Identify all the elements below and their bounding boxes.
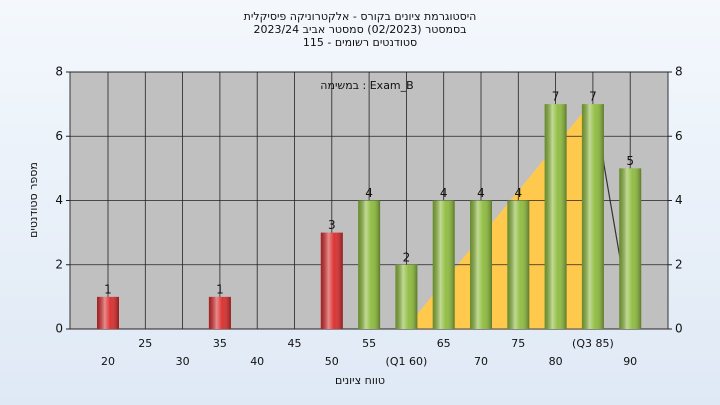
bars: 1 1 3 4 2 4 4 4 7 7 5	[97, 90, 642, 329]
x-tick-label: 90	[623, 355, 637, 368]
bar-shine	[507, 200, 530, 329]
x-tick-label: 35	[213, 337, 227, 350]
x-tick-label: 45	[288, 337, 302, 350]
x-tick-label: 55	[362, 337, 376, 350]
x-tick-label: 25	[138, 337, 152, 350]
data-label: 7	[589, 90, 597, 104]
y-tick-label: 8	[55, 65, 63, 79]
y-tick-label: 4	[55, 193, 63, 207]
y2-tick-label: 4	[675, 193, 683, 207]
bar-shine	[432, 200, 455, 329]
data-label: 5	[626, 154, 634, 168]
bar-shine	[208, 296, 231, 329]
data-label: 4	[365, 186, 373, 200]
data-label: 3	[328, 218, 336, 232]
x-tick-label: 40	[250, 355, 264, 368]
y-tick-label: 2	[55, 257, 63, 271]
bar-shine	[544, 104, 567, 329]
x-tick-label: 30	[176, 355, 190, 368]
bar-shine	[581, 104, 604, 329]
chart-title: היסטוגרמת ציונים בקורס - אלקטרוניקה פיסי…	[244, 10, 477, 23]
x-tick-label: 75	[511, 337, 525, 350]
bar-shine	[395, 264, 418, 329]
bar-shine	[97, 296, 119, 329]
data-label: 4	[477, 186, 485, 200]
annotation: במשימה : Exam_B	[320, 79, 413, 92]
y2-tick-label: 0	[675, 322, 683, 336]
y-tick-label: 0	[55, 322, 63, 336]
x-tick-label: (Q1 60)	[386, 355, 428, 368]
data-label: 1	[216, 282, 224, 296]
y2-tick-label: 2	[675, 257, 683, 271]
bar-shine	[358, 200, 381, 329]
x-tick-label: 80	[549, 355, 563, 368]
bar-shine	[470, 200, 492, 329]
chart-subtitle: בסמסטר (02/2023) סמסטר אביב 2023/24	[253, 23, 466, 36]
y2-tick-label: 6	[675, 129, 683, 143]
bar-shine	[320, 232, 343, 329]
x-tick-label: 50	[325, 355, 339, 368]
data-label: 7	[552, 90, 560, 104]
chart-subtitle: סטודנטים רשומים - 115	[303, 36, 417, 49]
y-axis-label: מספר סטודנטים	[27, 162, 40, 238]
data-label: 4	[514, 186, 522, 200]
x-tick-label: 70	[474, 355, 488, 368]
x-tick-label: 65	[437, 337, 451, 350]
x-tick-label: 20	[101, 355, 115, 368]
data-label: 1	[104, 282, 112, 296]
bar-shine	[619, 168, 642, 329]
y2-tick-label: 8	[675, 65, 683, 79]
x-tick-label: (Q3 85)	[572, 337, 614, 350]
data-label: 4	[440, 186, 448, 200]
y-tick-label: 6	[55, 129, 63, 143]
x-axis-label: טווח ציונים	[335, 374, 385, 387]
data-label: 2	[403, 250, 411, 264]
